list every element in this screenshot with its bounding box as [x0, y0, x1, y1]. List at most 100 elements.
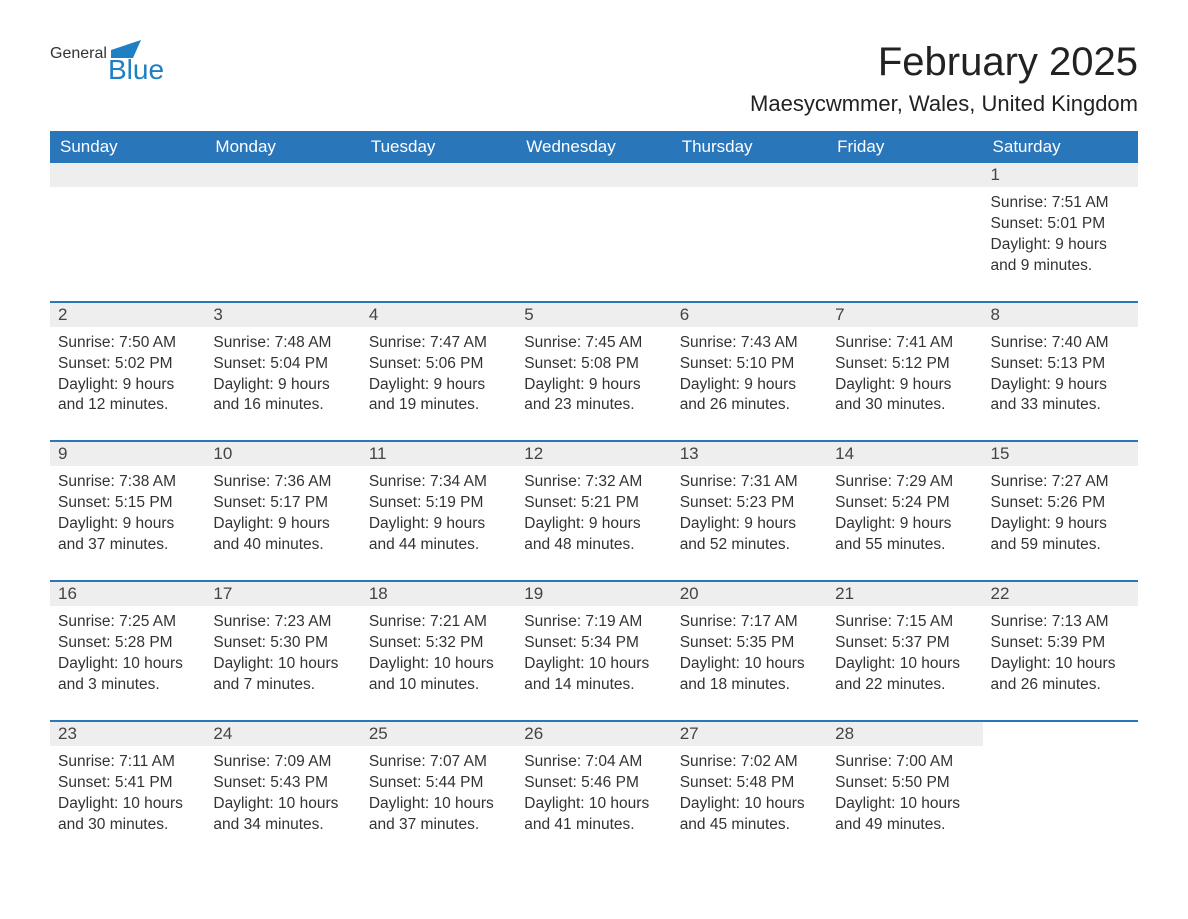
sunrise-line: Sunrise: 7:11 AM [58, 752, 197, 773]
day-content [827, 187, 982, 238]
calendar-table: Sunday Monday Tuesday Wednesday Thursday… [50, 131, 1138, 859]
day-number: 20 [672, 582, 827, 606]
day-number: 5 [516, 303, 671, 327]
day-number: 7 [827, 303, 982, 327]
day-number: 18 [361, 582, 516, 606]
daylight-line: Daylight: 10 hours and 7 minutes. [213, 654, 352, 696]
sunrise-line: Sunrise: 7:51 AM [991, 193, 1130, 214]
day-number: 21 [827, 582, 982, 606]
daylight-line: Daylight: 10 hours and 34 minutes. [213, 794, 352, 836]
day-number [827, 163, 982, 187]
daylight-line: Daylight: 9 hours and 37 minutes. [58, 514, 197, 556]
calendar-cell: 25Sunrise: 7:07 AMSunset: 5:44 PMDayligh… [361, 721, 516, 860]
sunrise-line: Sunrise: 7:47 AM [369, 333, 508, 354]
day-of-week-row: Sunday Monday Tuesday Wednesday Thursday… [50, 131, 1138, 163]
calendar-cell [50, 163, 205, 302]
day-content: Sunrise: 7:25 AMSunset: 5:28 PMDaylight:… [50, 606, 205, 720]
sunrise-line: Sunrise: 7:27 AM [991, 472, 1130, 493]
daylight-line: Daylight: 10 hours and 18 minutes. [680, 654, 819, 696]
day-number: 2 [50, 303, 205, 327]
calendar-cell: 28Sunrise: 7:00 AMSunset: 5:50 PMDayligh… [827, 721, 982, 860]
calendar-cell: 23Sunrise: 7:11 AMSunset: 5:41 PMDayligh… [50, 721, 205, 860]
logo-text: General Blue [50, 40, 164, 83]
day-number [672, 163, 827, 187]
sunset-line: Sunset: 5:46 PM [524, 773, 663, 794]
daylight-line: Daylight: 9 hours and 44 minutes. [369, 514, 508, 556]
calendar-cell: 20Sunrise: 7:17 AMSunset: 5:35 PMDayligh… [672, 581, 827, 721]
day-number [50, 163, 205, 187]
day-content: Sunrise: 7:41 AMSunset: 5:12 PMDaylight:… [827, 327, 982, 441]
daylight-line: Daylight: 10 hours and 30 minutes. [58, 794, 197, 836]
calendar-cell: 13Sunrise: 7:31 AMSunset: 5:23 PMDayligh… [672, 441, 827, 581]
calendar-cell: 17Sunrise: 7:23 AMSunset: 5:30 PMDayligh… [205, 581, 360, 721]
header: General Blue February 2025 [50, 40, 1138, 85]
sunrise-line: Sunrise: 7:07 AM [369, 752, 508, 773]
day-content: Sunrise: 7:45 AMSunset: 5:08 PMDaylight:… [516, 327, 671, 441]
day-number: 24 [205, 722, 360, 746]
daylight-line: Daylight: 10 hours and 22 minutes. [835, 654, 974, 696]
calendar-cell: 3Sunrise: 7:48 AMSunset: 5:04 PMDaylight… [205, 302, 360, 442]
calendar-cell [672, 163, 827, 302]
day-content: Sunrise: 7:21 AMSunset: 5:32 PMDaylight:… [361, 606, 516, 720]
daylight-line: Daylight: 10 hours and 41 minutes. [524, 794, 663, 836]
sunset-line: Sunset: 5:21 PM [524, 493, 663, 514]
daylight-line: Daylight: 9 hours and 59 minutes. [991, 514, 1130, 556]
day-number: 9 [50, 442, 205, 466]
calendar-cell: 9Sunrise: 7:38 AMSunset: 5:15 PMDaylight… [50, 441, 205, 581]
page-title: February 2025 [878, 40, 1138, 85]
day-content: Sunrise: 7:50 AMSunset: 5:02 PMDaylight:… [50, 327, 205, 441]
sunset-line: Sunset: 5:12 PM [835, 354, 974, 375]
calendar-cell: 18Sunrise: 7:21 AMSunset: 5:32 PMDayligh… [361, 581, 516, 721]
calendar-week: 23Sunrise: 7:11 AMSunset: 5:41 PMDayligh… [50, 721, 1138, 860]
sunrise-line: Sunrise: 7:23 AM [213, 612, 352, 633]
sunrise-line: Sunrise: 7:02 AM [680, 752, 819, 773]
location-subtitle: Maesycwmmer, Wales, United Kingdom [50, 91, 1138, 117]
sunrise-line: Sunrise: 7:17 AM [680, 612, 819, 633]
sunset-line: Sunset: 5:19 PM [369, 493, 508, 514]
day-content: Sunrise: 7:31 AMSunset: 5:23 PMDaylight:… [672, 466, 827, 580]
day-content: Sunrise: 7:00 AMSunset: 5:50 PMDaylight:… [827, 746, 982, 860]
calendar-cell: 24Sunrise: 7:09 AMSunset: 5:43 PMDayligh… [205, 721, 360, 860]
daylight-line: Daylight: 10 hours and 3 minutes. [58, 654, 197, 696]
day-number: 8 [983, 303, 1138, 327]
sunrise-line: Sunrise: 7:04 AM [524, 752, 663, 773]
daylight-line: Daylight: 9 hours and 30 minutes. [835, 375, 974, 417]
logo: General Blue [50, 40, 164, 83]
day-number [361, 163, 516, 187]
day-number: 19 [516, 582, 671, 606]
sunrise-line: Sunrise: 7:43 AM [680, 333, 819, 354]
sunset-line: Sunset: 5:43 PM [213, 773, 352, 794]
calendar-cell: 21Sunrise: 7:15 AMSunset: 5:37 PMDayligh… [827, 581, 982, 721]
calendar-week: 2Sunrise: 7:50 AMSunset: 5:02 PMDaylight… [50, 302, 1138, 442]
day-number [983, 722, 1138, 746]
sunset-line: Sunset: 5:32 PM [369, 633, 508, 654]
day-content: Sunrise: 7:38 AMSunset: 5:15 PMDaylight:… [50, 466, 205, 580]
daylight-line: Daylight: 9 hours and 12 minutes. [58, 375, 197, 417]
calendar-cell: 19Sunrise: 7:19 AMSunset: 5:34 PMDayligh… [516, 581, 671, 721]
day-number: 16 [50, 582, 205, 606]
day-content [50, 187, 205, 238]
day-number: 10 [205, 442, 360, 466]
day-number: 22 [983, 582, 1138, 606]
day-content: Sunrise: 7:34 AMSunset: 5:19 PMDaylight:… [361, 466, 516, 580]
sunset-line: Sunset: 5:44 PM [369, 773, 508, 794]
sunset-line: Sunset: 5:17 PM [213, 493, 352, 514]
day-number: 23 [50, 722, 205, 746]
day-number: 1 [983, 163, 1138, 187]
sunrise-line: Sunrise: 7:48 AM [213, 333, 352, 354]
day-number: 25 [361, 722, 516, 746]
day-number: 15 [983, 442, 1138, 466]
calendar-cell: 26Sunrise: 7:04 AMSunset: 5:46 PMDayligh… [516, 721, 671, 860]
sunset-line: Sunset: 5:02 PM [58, 354, 197, 375]
calendar-cell: 16Sunrise: 7:25 AMSunset: 5:28 PMDayligh… [50, 581, 205, 721]
sunrise-line: Sunrise: 7:25 AM [58, 612, 197, 633]
daylight-line: Daylight: 9 hours and 19 minutes. [369, 375, 508, 417]
sunset-line: Sunset: 5:34 PM [524, 633, 663, 654]
day-content: Sunrise: 7:23 AMSunset: 5:30 PMDaylight:… [205, 606, 360, 720]
sunset-line: Sunset: 5:50 PM [835, 773, 974, 794]
day-content: Sunrise: 7:13 AMSunset: 5:39 PMDaylight:… [983, 606, 1138, 720]
sunset-line: Sunset: 5:28 PM [58, 633, 197, 654]
sunset-line: Sunset: 5:30 PM [213, 633, 352, 654]
sunset-line: Sunset: 5:24 PM [835, 493, 974, 514]
sunrise-line: Sunrise: 7:34 AM [369, 472, 508, 493]
